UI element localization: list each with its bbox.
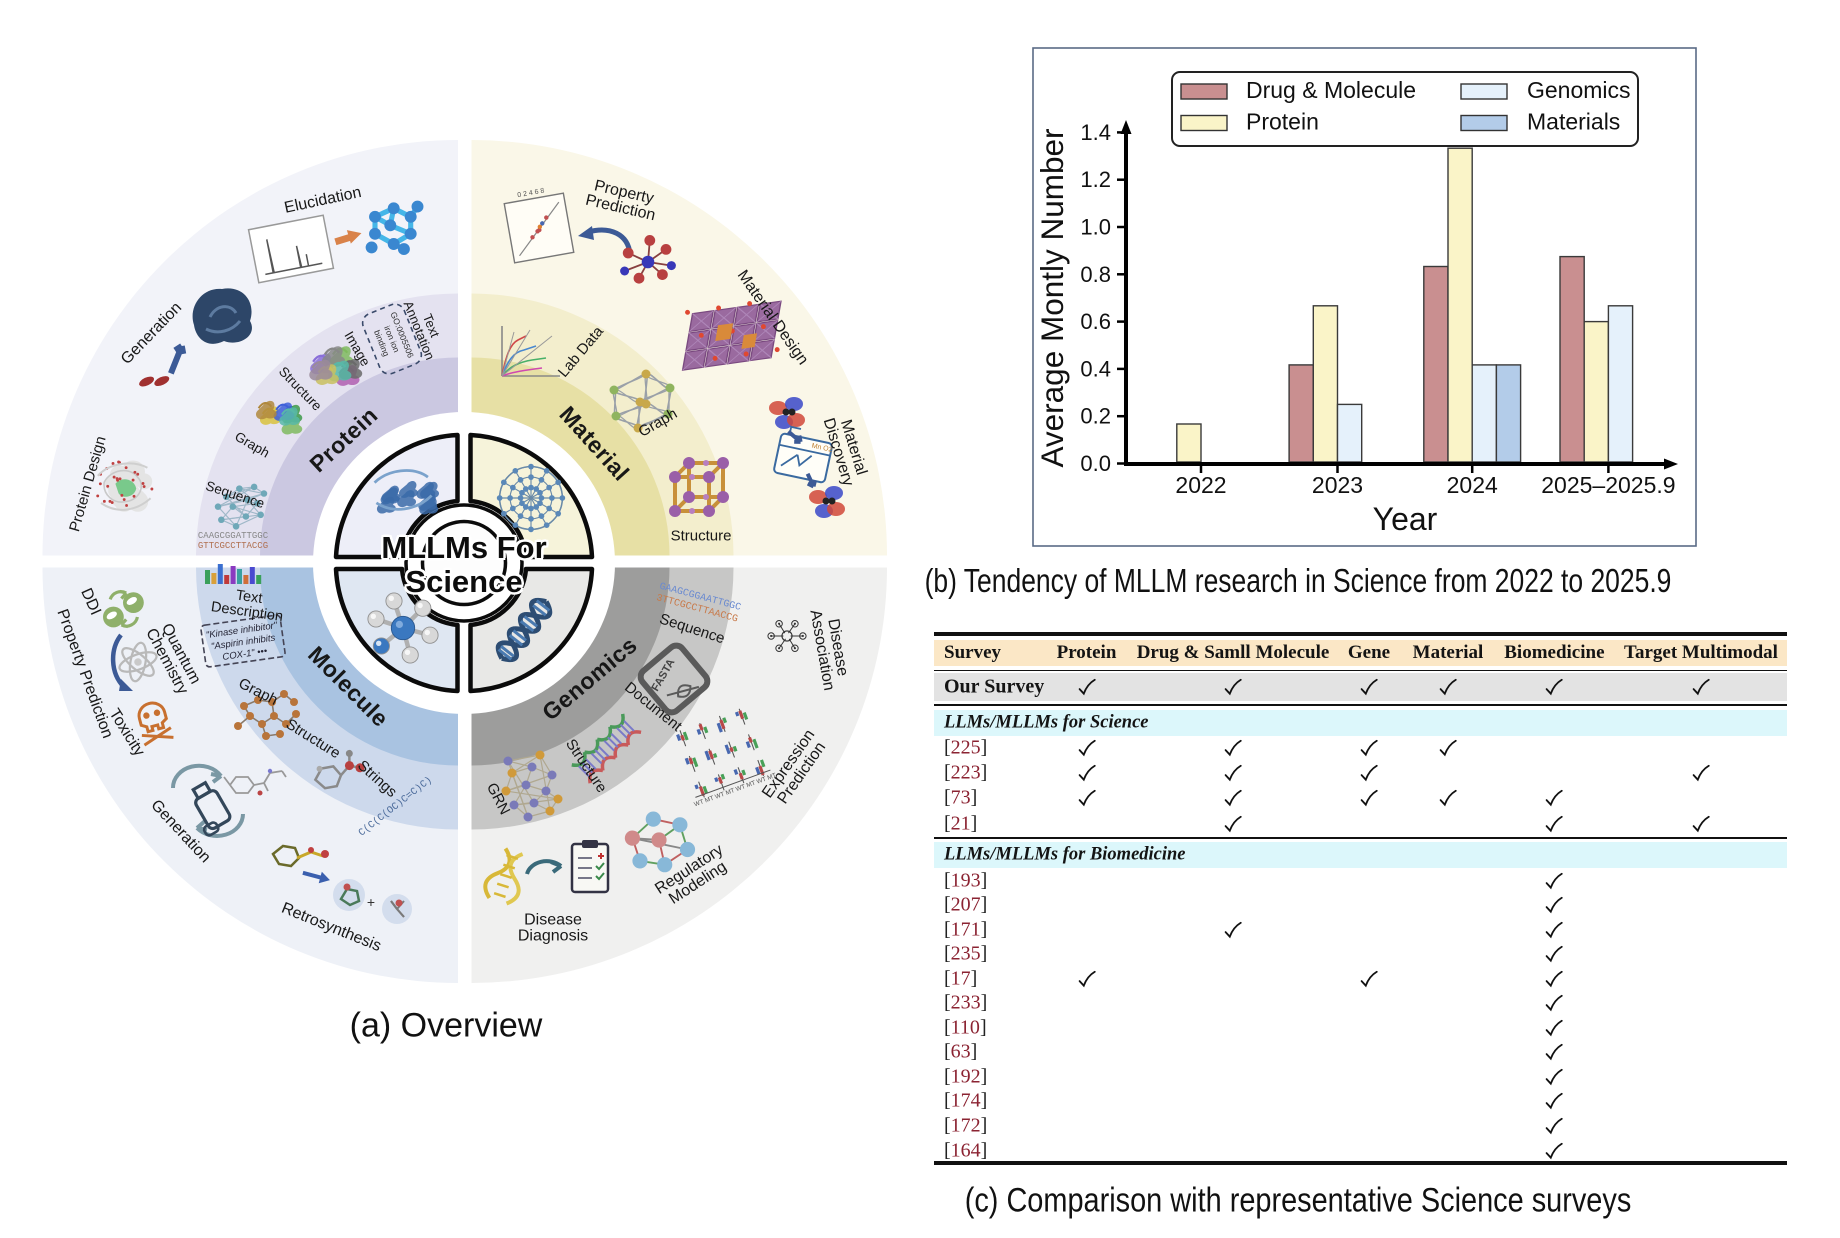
svg-text:+: + [367, 894, 375, 910]
svg-text:Average Montly Number: Average Montly Number [1034, 128, 1070, 467]
svg-text:0 2 4 6 8: 0 2 4 6 8 [517, 188, 545, 200]
svg-text:0.4: 0.4 [1080, 356, 1111, 381]
svg-text:CAAGCGGATTGGC: CAAGCGGATTGGC [198, 531, 269, 541]
svg-text:1.2: 1.2 [1080, 167, 1111, 192]
svg-text:2023: 2023 [1312, 472, 1363, 498]
svg-text:Materials: Materials [1527, 109, 1620, 135]
svg-text:2024: 2024 [1447, 472, 1498, 498]
svg-text:Year: Year [1373, 501, 1438, 537]
svg-text:Genomics: Genomics [1527, 77, 1631, 103]
svg-text:GTTCGCCTTACCG: GTTCGCCTTACCG [198, 541, 268, 551]
svg-text:Mn O2: Mn O2 [811, 443, 833, 454]
svg-text:1.4: 1.4 [1080, 120, 1111, 145]
svg-text:2025–2025.9: 2025–2025.9 [1541, 472, 1675, 498]
svg-text:Protein: Protein [1246, 109, 1319, 135]
svg-text:0.8: 0.8 [1080, 262, 1111, 287]
svg-text:1.0: 1.0 [1080, 215, 1111, 240]
svg-text:Drug & Molecule: Drug & Molecule [1246, 77, 1416, 103]
svg-text:0.2: 0.2 [1080, 404, 1111, 429]
svg-text:0.6: 0.6 [1080, 309, 1111, 334]
svg-text:0.0: 0.0 [1080, 451, 1111, 476]
svg-text:2022: 2022 [1175, 472, 1226, 498]
